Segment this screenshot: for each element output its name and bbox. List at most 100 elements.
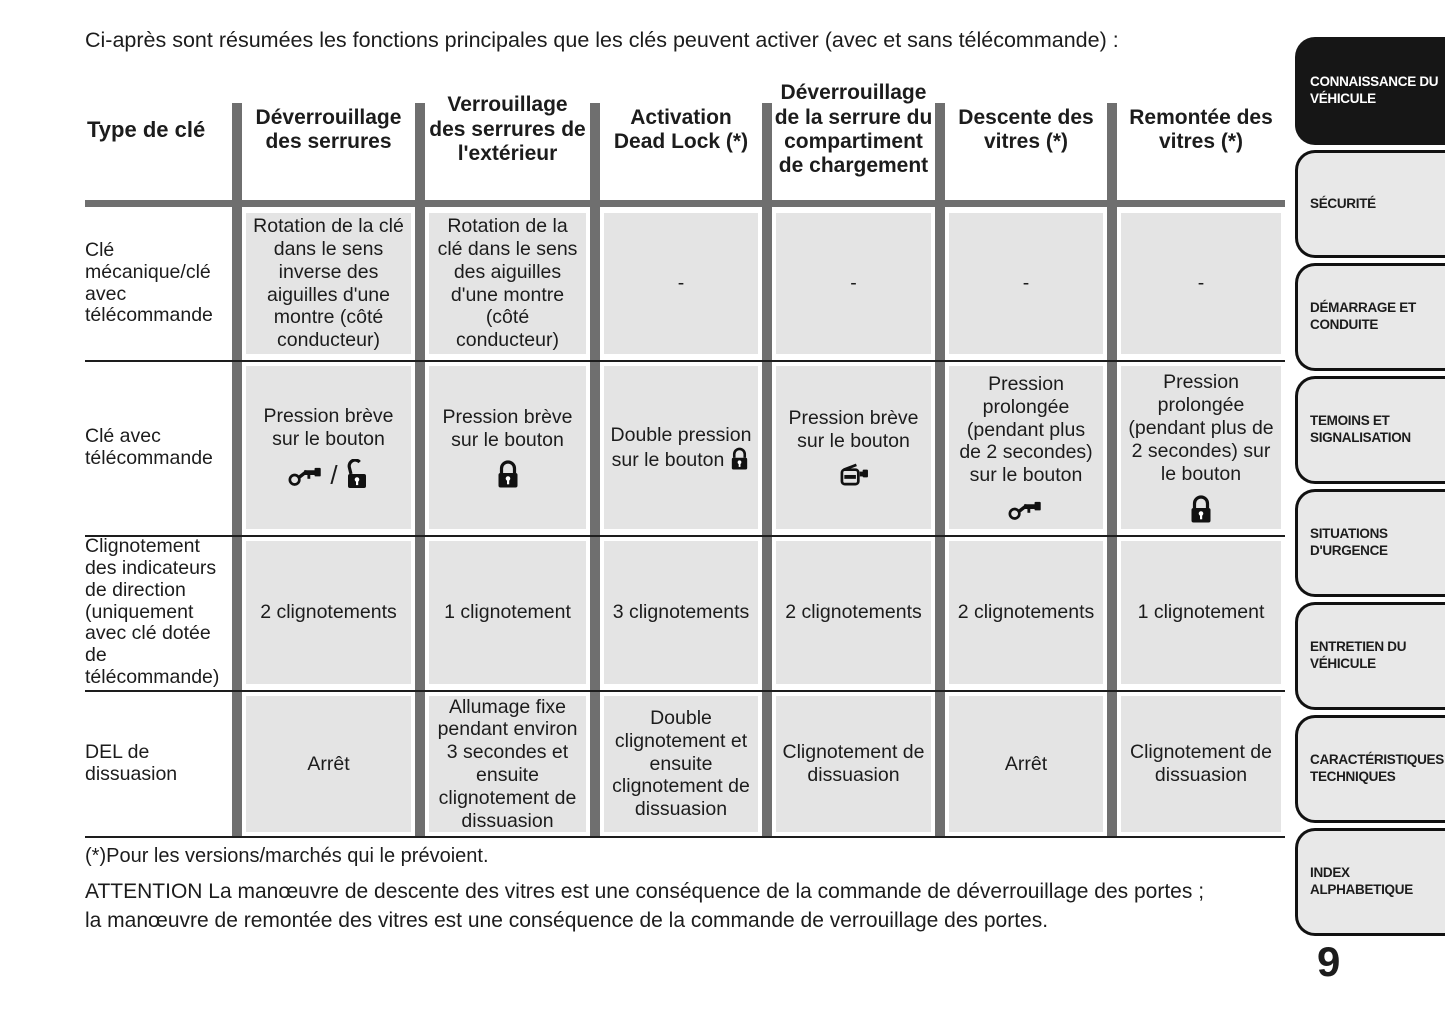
slash-separator: /: [330, 459, 338, 490]
icon-group: [495, 460, 521, 489]
table-cell: Clignotement de dissuasion: [1117, 690, 1285, 838]
cell-text: Double pression sur le bouton: [610, 424, 752, 472]
row-divider: [85, 690, 1285, 692]
table-cell: -: [772, 207, 935, 360]
cell-text: Rotation de la clé dans le sens des aigu…: [437, 215, 578, 352]
column-header-verrouillage: Verrouillage des serrures de l'extérieur: [429, 93, 586, 166]
table-cell: Arrêt: [945, 690, 1107, 838]
column-separator: [590, 103, 600, 838]
cell-text: Arrêt: [1004, 752, 1048, 775]
tab-label: SITUATIONS D'URGENCE: [1310, 526, 1388, 558]
icon-group: [837, 461, 870, 488]
cell-text: -: [1022, 272, 1030, 295]
car-unlock-icon: [288, 467, 322, 486]
cell-text: 2 clignotements: [260, 601, 397, 624]
tab-demarrage-et-conduite: DÉMARRAGE ET CONDUITE: [1295, 263, 1445, 371]
tab-connaissance-du-vehicule: CONNAISSANCE DU VÉHICULE: [1295, 37, 1445, 145]
tab-label: DÉMARRAGE ET CONDUITE: [1310, 300, 1416, 332]
row-label-clignotement: Clignotement des indicateurs de directio…: [85, 535, 220, 689]
cell-text: Allumage fixe pendant environ 3 secondes…: [437, 695, 578, 832]
cell-text: -: [1197, 272, 1205, 295]
tab-label: INDEX ALPHABETIQUE: [1310, 865, 1413, 897]
column-separator: [935, 103, 945, 838]
table-cell: 2 clignotements: [772, 535, 935, 690]
cell-text: Pression brève sur le bouton: [788, 406, 919, 452]
table-cell: Pression brève sur le bouton: [425, 360, 590, 535]
table-cell: 2 clignotements: [242, 535, 415, 690]
table-cell: -: [945, 207, 1107, 360]
table-cell: 1 clignotement: [1117, 535, 1285, 690]
car-unlock-icon: [1008, 501, 1041, 520]
attention-note: ATTENTION La manœuvre de descente des vi…: [85, 880, 1205, 932]
cell-text: Arrêt: [307, 752, 350, 775]
page-number: 9: [1317, 938, 1341, 985]
table-cell: Rotation de la clé dans le sens des aigu…: [425, 207, 590, 360]
table-cell: Pression brève sur le bouton: [772, 360, 935, 535]
column-separator: [232, 103, 242, 838]
row-divider: [85, 535, 1285, 537]
intro-text: Ci-après sont résumées les fonctions pri…: [85, 28, 1119, 52]
row-divider: [85, 360, 1285, 362]
row-label-cle-telecommande: Clé avec télécommande: [85, 424, 213, 469]
cell-text: -: [677, 272, 685, 295]
tab-label: ENTRETIEN DU VÉHICULE: [1310, 639, 1407, 671]
cell-text: Pression brève sur le bouton: [263, 404, 394, 450]
icon-group: /: [287, 459, 369, 490]
tab-label: SÉCURITÉ: [1310, 195, 1376, 211]
cell-text: 3 clignotements: [612, 601, 750, 624]
table-cell: Double clignotement et ensuite clignotem…: [600, 690, 762, 838]
header-divider: [85, 200, 1285, 207]
column-header-remontee-vitres: Remontée des vitres (*): [1129, 105, 1273, 153]
table-cell: Clignotement de dissuasion: [772, 690, 935, 838]
tab-label: TEMOINS ET SIGNALISATION: [1310, 413, 1411, 445]
table-cell: Rotation de la clé dans le sens inverse …: [242, 207, 415, 360]
tab-caracteristiques-techniques: CARACTÉRISTIQUES TECHNIQUES: [1295, 715, 1445, 823]
table-cell: Pression brève sur le bouton /: [242, 360, 415, 535]
cell-text: Pression prolongée (pendant plus de 2 se…: [1128, 371, 1274, 485]
key-functions-table: Type de clé Déverrouillage des serrures …: [85, 60, 1285, 838]
table-cell: -: [1117, 207, 1285, 360]
trunk-open-icon: [840, 463, 868, 486]
column-header-deverrouillage: Déverrouillage des serrures: [255, 105, 402, 153]
table-cell: 2 clignotements: [945, 535, 1107, 690]
closed-padlock-icon: [1191, 494, 1211, 523]
table-cell: 1 clignotement: [425, 535, 590, 690]
row-divider: [85, 836, 1285, 838]
cell-text: Double clignotement et ensuite clignotem…: [612, 706, 750, 821]
cell-text: 2 clignotements: [785, 601, 922, 624]
closed-padlock-icon: [498, 460, 517, 488]
column-separator: [1107, 103, 1117, 838]
footnote: (*)Pour les versions/marchés qui le prév…: [85, 845, 489, 867]
row-label-cle-mecanique: Clé mécanique/clé avec télécommande: [85, 238, 213, 327]
cell-text: Pression prolongée (pendant plus de 2 se…: [959, 372, 1093, 487]
table-cell: -: [600, 207, 762, 360]
cell-text: Clignotement de dissuasion: [782, 741, 925, 786]
tab-temoins-et-signalisation: TEMOINS ET SIGNALISATION: [1295, 376, 1445, 484]
tab-situations-d-urgence: SITUATIONS D'URGENCE: [1295, 489, 1445, 597]
column-separator: [762, 103, 772, 838]
cell-text: -: [850, 272, 857, 295]
column-header-dead-lock: Activation Dead Lock (*): [613, 105, 749, 153]
icon-group: [1188, 494, 1214, 524]
row-label-del-dissuasion: DEL de dissuasion: [85, 741, 178, 785]
icon-group: [1007, 496, 1045, 522]
table-cell: Pression prolongée (pendant plus de 2 se…: [1117, 360, 1285, 535]
table-cell: Arrêt: [242, 690, 415, 838]
column-header-type-de-cle: Type de clé: [87, 117, 206, 143]
tab-index-alphabetique: INDEX ALPHABETIQUE: [1295, 828, 1445, 936]
tab-entretien-du-vehicule: ENTRETIEN DU VÉHICULE: [1295, 602, 1445, 710]
cell-text: 1 clignotement: [444, 601, 571, 624]
chapter-tabs-sidebar: CONNAISSANCE DU VÉHICULE SÉCURITÉ DÉMARR…: [1295, 37, 1445, 936]
cell-text: 2 clignotements: [957, 601, 1095, 624]
tab-label: CARACTÉRISTIQUES TECHNIQUES: [1310, 752, 1444, 784]
table-cell: Pression prolongée (pendant plus de 2 se…: [945, 360, 1107, 535]
cell-text: Double pression sur le bouton: [610, 423, 752, 471]
column-separator: [415, 103, 425, 838]
column-header-descente-vitres: Descente des vitres (*): [958, 105, 1094, 153]
open-padlock-icon: [347, 459, 366, 489]
table-cell: Allumage fixe pendant environ 3 secondes…: [425, 690, 590, 838]
tab-securite: SÉCURITÉ: [1295, 150, 1445, 258]
tab-label: CONNAISSANCE DU VÉHICULE: [1310, 74, 1439, 106]
cell-text: Clignotement de dissuasion: [1129, 741, 1272, 786]
cell-text: 1 clignotement: [1137, 601, 1265, 624]
